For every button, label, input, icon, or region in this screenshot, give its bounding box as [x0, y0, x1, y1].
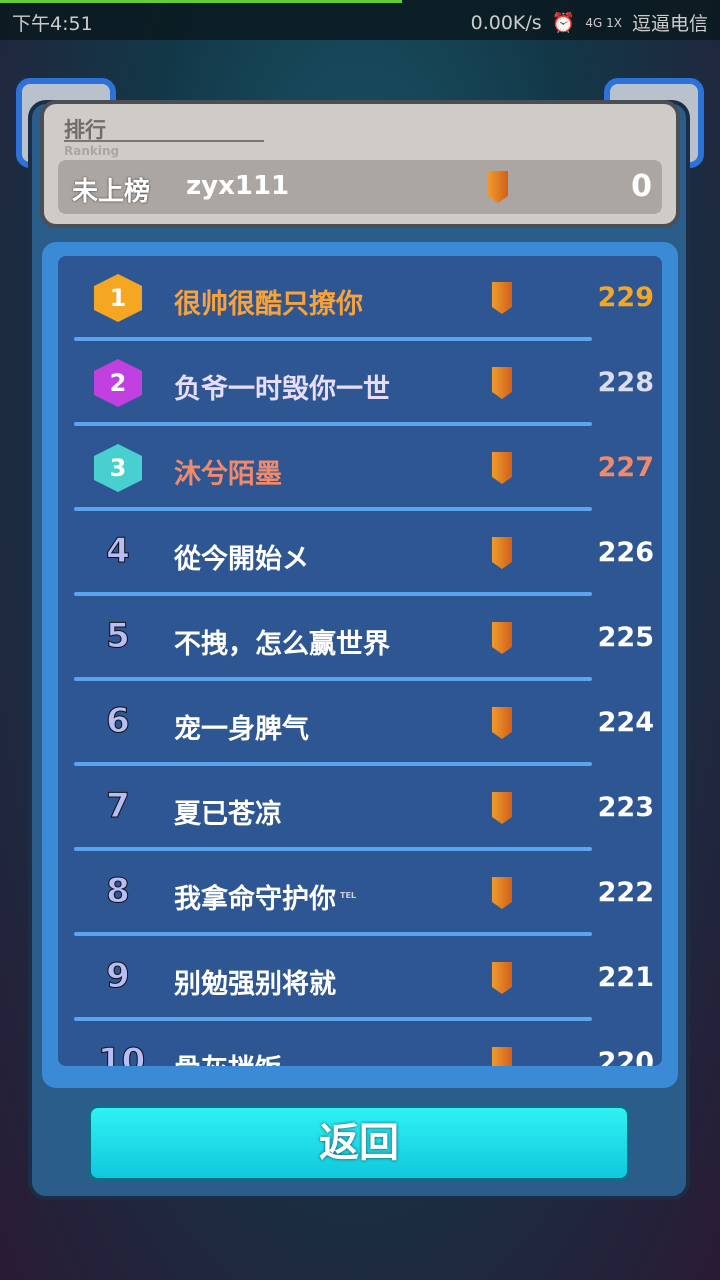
divider — [64, 140, 264, 142]
leaderboard-row[interactable]: 1 很帅很酷只撩你 229 — [58, 256, 662, 341]
player-name-text: 從今開始メ — [174, 544, 309, 575]
rank-number: 3 — [109, 454, 127, 482]
player-name: 别勉强别将就 — [174, 962, 336, 1001]
carrier: 逗逼电信 — [631, 13, 708, 35]
alarm-icon: ⏰ — [551, 12, 576, 34]
medal-icon — [492, 877, 512, 909]
rank-number: 6 — [106, 701, 131, 742]
leaderboard: 1 很帅很酷只撩你 229 2 负爷一时毁你一世 228 3 沐兮陌墨 227 4 從今… — [42, 242, 678, 1088]
player-name: 很帅很酷只撩你 — [174, 282, 363, 321]
leaderboard-row[interactable]: 8 我拿命守护你 TEL 222 — [58, 851, 662, 936]
row-divider — [74, 762, 592, 766]
player-score: 220 — [597, 1047, 654, 1066]
my-rank: 未上榜 — [72, 177, 151, 207]
row-divider — [74, 422, 592, 426]
leaderboard-row[interactable]: 7 夏已苍凉 223 — [58, 766, 662, 851]
player-name-text: 夏已苍凉 — [174, 799, 282, 830]
player-name: 夏已苍凉 — [174, 792, 282, 831]
player-score: 223 — [597, 792, 654, 823]
row-divider — [74, 1017, 592, 1021]
clock: 下午4:51 — [12, 13, 93, 35]
medal-icon — [492, 707, 512, 739]
player-name: 從今開始メ — [174, 537, 309, 576]
player-score: 228 — [597, 367, 654, 398]
player-score: 222 — [597, 877, 654, 908]
medal-icon — [492, 962, 512, 994]
medal-icon — [488, 171, 508, 203]
player-name-text: 我拿命守护你 — [174, 884, 336, 915]
rank-number: 1 — [109, 284, 127, 312]
leaderboard-row[interactable]: 2 负爷一时毁你一世 228 — [58, 341, 662, 426]
row-divider — [74, 507, 592, 511]
medal-icon — [492, 792, 512, 824]
player-score: 227 — [597, 452, 654, 483]
leaderboard-row[interactable]: 6 宠一身脾气 224 — [58, 681, 662, 766]
player-name-text: 骨灰拌饭 — [174, 1054, 282, 1066]
player-score: 224 — [597, 707, 654, 738]
rank-number: 9 — [106, 956, 131, 997]
leaderboard-row[interactable]: 9 别勉强别将就 221 — [58, 936, 662, 1021]
net-speed: 0.00K/s — [470, 11, 542, 34]
rank-badge-icon: 2 — [94, 359, 142, 407]
row-divider — [74, 677, 592, 681]
row-divider — [74, 337, 592, 341]
leaderboard-row[interactable]: 3 沐兮陌墨 227 — [58, 426, 662, 511]
rank-number: 10 — [98, 1041, 146, 1067]
my-rank-row: 未上榜 zyx111 0 — [58, 160, 662, 214]
player-name: 负爷一时毁你一世 — [174, 367, 390, 406]
player-name: 我拿命守护你 TEL — [174, 877, 356, 916]
leaderboard-row[interactable]: 4 從今開始メ 226 — [58, 511, 662, 596]
rank-number: 7 — [106, 786, 131, 827]
panel-subtitle: Ranking — [64, 144, 120, 158]
ranking-header: 排行 Ranking 未上榜 zyx111 0 — [40, 100, 680, 228]
back-button[interactable]: 返回 — [88, 1105, 630, 1181]
my-score: 0 — [631, 169, 652, 204]
player-name-text: 负爷一时毁你一世 — [174, 374, 390, 405]
progress-bar — [0, 0, 402, 3]
signal-icon: 4G 1X — [585, 15, 622, 30]
player-score: 229 — [597, 282, 654, 313]
player-name-text: 很帅很酷只撩你 — [174, 289, 363, 320]
rank-number: 4 — [106, 531, 131, 572]
rank-number: 8 — [106, 871, 131, 912]
player-name-text: 宠一身脾气 — [174, 714, 309, 745]
player-tag: TEL — [340, 891, 357, 900]
leaderboard-row[interactable]: 5 不拽，怎么赢世界 225 — [58, 596, 662, 681]
panel-title: 排行 — [64, 118, 106, 142]
player-name: 骨灰拌饭 — [174, 1047, 282, 1066]
player-score: 226 — [597, 537, 654, 568]
row-divider — [74, 592, 592, 596]
medal-icon — [492, 1047, 512, 1066]
rank-number: 2 — [109, 369, 127, 397]
leaderboard-list[interactable]: 1 很帅很酷只撩你 229 2 负爷一时毁你一世 228 3 沐兮陌墨 227 4 從今… — [58, 256, 662, 1066]
row-divider — [74, 847, 592, 851]
player-name: 沐兮陌墨 — [174, 452, 282, 491]
rank-badge-icon: 1 — [94, 274, 142, 322]
player-name-text: 别勉强别将就 — [174, 969, 336, 1000]
row-divider — [74, 932, 592, 936]
medal-icon — [492, 452, 512, 484]
player-name: 宠一身脾气 — [174, 707, 309, 746]
medal-icon — [492, 537, 512, 569]
rank-badge-icon: 3 — [94, 444, 142, 492]
status-bar: 下午4:51 0.00K/s ⏰ 4G 1X 逗逼电信 — [0, 0, 720, 40]
player-name: 不拽，怎么赢世界 — [174, 622, 390, 661]
rank-number: 5 — [106, 616, 131, 657]
medal-icon — [492, 622, 512, 654]
player-name-text: 不拽，怎么赢世界 — [174, 629, 390, 660]
player-score: 221 — [597, 962, 654, 993]
my-name: zyx111 — [186, 171, 290, 201]
player-score: 225 — [597, 622, 654, 653]
medal-icon — [492, 367, 512, 399]
medal-icon — [492, 282, 512, 314]
player-name-text: 沐兮陌墨 — [174, 459, 282, 490]
leaderboard-row[interactable]: 10 骨灰拌饭 220 — [58, 1021, 662, 1066]
